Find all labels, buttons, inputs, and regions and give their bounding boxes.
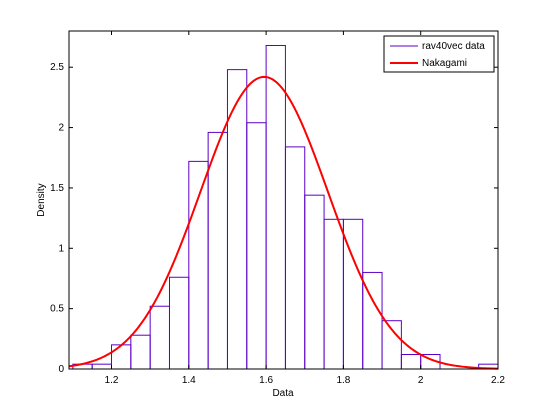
x-tick-label: 2.2 [491, 375, 505, 386]
x-tick-label: 1.8 [336, 375, 350, 386]
legend-label-fit: Nakagami [422, 58, 467, 69]
y-axis-ticks: 0 0.5 1 1.5 2 2.5 [50, 62, 498, 375]
y-tick-label: 1 [58, 243, 64, 254]
x-tick-label: 1.2 [105, 375, 119, 386]
x-tick-label: 1.4 [182, 375, 196, 386]
legend: rav40vec data Nakagami [383, 35, 495, 73]
x-axis-title: Data [272, 388, 294, 399]
legend-label-histogram: rav40vec data [422, 41, 485, 52]
legend-box [383, 35, 495, 73]
y-tick-label: 1.5 [50, 183, 64, 194]
x-tick-label: 1.6 [259, 375, 273, 386]
plot-frame [68, 30, 499, 370]
x-axis-ticks: 1.2 1.4 1.6 1.8 2 2.2 [105, 31, 505, 386]
y-tick-label: 0.5 [50, 304, 64, 315]
x-tick-label: 2 [418, 375, 424, 386]
y-tick-label: 2 [58, 123, 64, 134]
y-tick-label: 0 [58, 364, 64, 375]
y-tick-label: 2.5 [50, 62, 64, 73]
plot-area [69, 31, 498, 369]
y-axis-title: Density [36, 183, 47, 216]
nakagami-fit-line [68, 75, 499, 370]
